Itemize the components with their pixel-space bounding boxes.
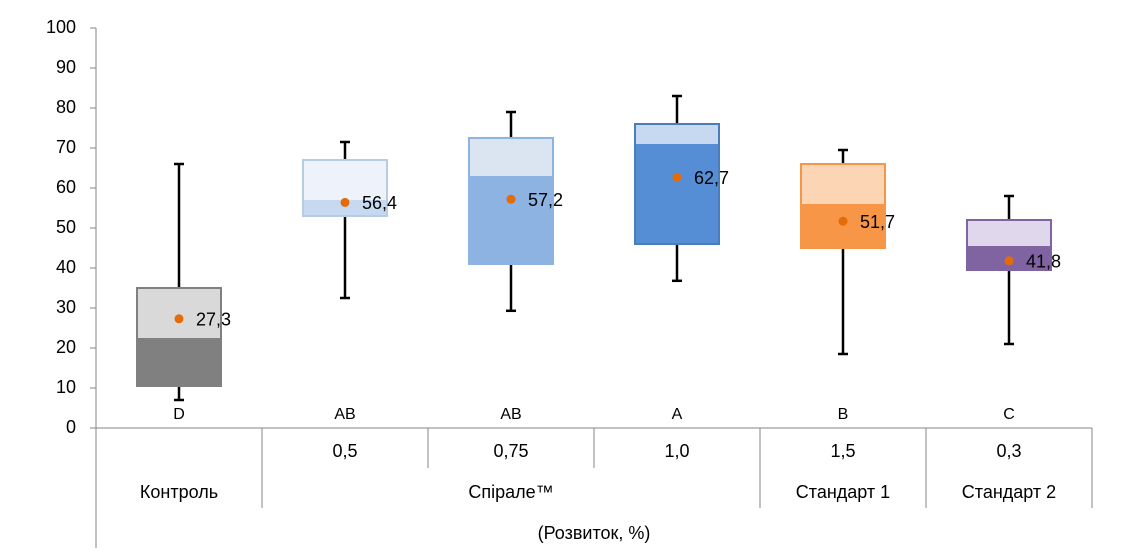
box-upper bbox=[137, 288, 221, 338]
mean-label: 56,4 bbox=[362, 193, 397, 213]
box-outline bbox=[468, 137, 554, 265]
box-lower bbox=[303, 200, 387, 216]
significance-letter: AB bbox=[334, 406, 355, 423]
mean-marker bbox=[1004, 256, 1014, 266]
x-tick-label: 1,5 bbox=[830, 441, 855, 461]
box-upper bbox=[303, 160, 387, 200]
y-tick-label: 30 bbox=[56, 297, 76, 317]
group-label: Контроль bbox=[140, 482, 218, 502]
x-tick-label: 1,0 bbox=[664, 441, 689, 461]
group-label: Спірале™ bbox=[468, 482, 553, 502]
box-outline bbox=[634, 123, 720, 245]
x-axis-title: (Розвиток, %) bbox=[538, 523, 651, 543]
y-tick-label: 60 bbox=[56, 177, 76, 197]
y-tick-label: 70 bbox=[56, 137, 76, 157]
mean-label: 41,8 bbox=[1026, 252, 1061, 272]
box-upper bbox=[801, 164, 885, 204]
significance-letter: B bbox=[838, 406, 849, 423]
significance-letter: A bbox=[672, 406, 683, 423]
y-tick-label: 100 bbox=[46, 17, 76, 37]
x-tick-label: 0,5 bbox=[332, 441, 357, 461]
group-label: Стандарт 2 bbox=[962, 482, 1056, 502]
box-outline bbox=[800, 163, 886, 249]
x-tick-label: 0,3 bbox=[996, 441, 1021, 461]
box-lower bbox=[469, 176, 553, 264]
y-tick-label: 20 bbox=[56, 337, 76, 357]
mean-marker bbox=[506, 194, 516, 204]
y-tick-label: 10 bbox=[56, 377, 76, 397]
box-upper bbox=[469, 138, 553, 176]
significance-letter: AB bbox=[500, 406, 521, 423]
y-tick-label: 50 bbox=[56, 217, 76, 237]
mean-marker bbox=[838, 216, 848, 226]
box-lower bbox=[635, 144, 719, 244]
box-outline bbox=[136, 287, 222, 387]
mean-marker bbox=[340, 197, 350, 207]
y-tick-label: 80 bbox=[56, 97, 76, 117]
significance-letter: D bbox=[173, 406, 185, 423]
mean-label: 27,3 bbox=[196, 310, 231, 330]
mean-label: 62,7 bbox=[694, 168, 729, 188]
box-outline bbox=[966, 219, 1052, 271]
box-upper bbox=[967, 220, 1051, 246]
mean-label: 51,7 bbox=[860, 212, 895, 232]
group-label: Стандарт 1 bbox=[796, 482, 890, 502]
mean-label: 57,2 bbox=[528, 190, 563, 210]
mean-marker bbox=[672, 172, 682, 182]
box-lower bbox=[137, 338, 221, 386]
box-outline bbox=[302, 159, 388, 217]
y-tick-label: 90 bbox=[56, 57, 76, 77]
box-upper bbox=[635, 124, 719, 144]
x-tick-label: 0,75 bbox=[493, 441, 528, 461]
box-lower bbox=[801, 204, 885, 248]
y-tick-label: 40 bbox=[56, 257, 76, 277]
y-tick-label: 0 bbox=[66, 417, 76, 437]
significance-letter: C bbox=[1003, 406, 1015, 423]
mean-marker bbox=[174, 314, 184, 324]
